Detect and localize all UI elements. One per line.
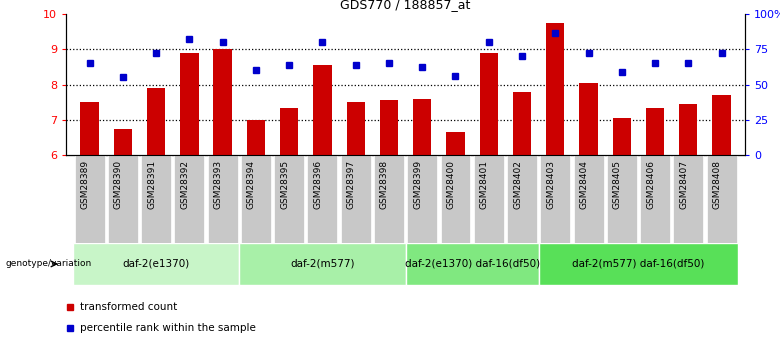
- Text: transformed count: transformed count: [80, 302, 177, 312]
- Bar: [441, 155, 470, 243]
- Text: GSM28404: GSM28404: [580, 160, 589, 208]
- Bar: [275, 155, 304, 243]
- Bar: [413, 99, 431, 155]
- Bar: [507, 155, 537, 243]
- Text: GSM28397: GSM28397: [346, 160, 356, 209]
- Text: GSM28407: GSM28407: [679, 160, 689, 209]
- Text: GSM28393: GSM28393: [214, 160, 222, 209]
- Bar: [646, 108, 665, 155]
- Bar: [573, 155, 604, 243]
- Bar: [407, 155, 438, 243]
- Text: GSM28408: GSM28408: [713, 160, 722, 209]
- Text: GSM28394: GSM28394: [247, 160, 256, 209]
- Text: genotype/variation: genotype/variation: [5, 259, 91, 268]
- Bar: [374, 155, 404, 243]
- Text: GSM28392: GSM28392: [180, 160, 190, 209]
- Bar: [80, 102, 99, 155]
- Bar: [513, 91, 531, 155]
- Bar: [73, 243, 239, 285]
- Text: daf-2(e1370) daf-16(df50): daf-2(e1370) daf-16(df50): [405, 259, 540, 269]
- Text: daf-2(m577) daf-16(df50): daf-2(m577) daf-16(df50): [573, 259, 704, 269]
- Bar: [108, 155, 138, 243]
- Text: GSM28389: GSM28389: [80, 160, 90, 209]
- Bar: [147, 88, 165, 155]
- Text: GSM28390: GSM28390: [114, 160, 123, 209]
- Bar: [612, 118, 631, 155]
- Bar: [640, 155, 670, 243]
- Text: GSM28399: GSM28399: [413, 160, 422, 209]
- Bar: [239, 243, 406, 285]
- Bar: [241, 155, 271, 243]
- Bar: [673, 155, 704, 243]
- Text: percentile rank within the sample: percentile rank within the sample: [80, 323, 256, 333]
- Bar: [207, 155, 238, 243]
- Bar: [406, 243, 539, 285]
- Bar: [175, 155, 204, 243]
- Text: GSM28395: GSM28395: [280, 160, 289, 209]
- Text: GSM28400: GSM28400: [446, 160, 456, 209]
- Text: GSM28401: GSM28401: [480, 160, 489, 209]
- Bar: [712, 95, 731, 155]
- Bar: [541, 155, 570, 243]
- Bar: [679, 104, 697, 155]
- Text: GSM28402: GSM28402: [513, 160, 522, 208]
- Text: GSM28405: GSM28405: [613, 160, 622, 209]
- Bar: [380, 100, 398, 155]
- Text: GSM28403: GSM28403: [546, 160, 555, 209]
- Text: daf-2(m577): daf-2(m577): [290, 259, 355, 269]
- Bar: [307, 155, 338, 243]
- Bar: [214, 49, 232, 155]
- Bar: [473, 155, 504, 243]
- Text: GSM28398: GSM28398: [380, 160, 389, 209]
- Text: GSM28406: GSM28406: [646, 160, 655, 209]
- Bar: [546, 23, 565, 155]
- Bar: [539, 243, 738, 285]
- Bar: [480, 53, 498, 155]
- Bar: [314, 65, 332, 155]
- Bar: [280, 108, 298, 155]
- Bar: [446, 132, 465, 155]
- Bar: [114, 129, 132, 155]
- Bar: [341, 155, 370, 243]
- Bar: [346, 102, 365, 155]
- Title: GDS770 / 188857_at: GDS770 / 188857_at: [340, 0, 471, 11]
- Bar: [180, 53, 199, 155]
- Bar: [580, 83, 597, 155]
- Bar: [607, 155, 636, 243]
- Bar: [141, 155, 171, 243]
- Bar: [75, 155, 105, 243]
- Text: GSM28391: GSM28391: [147, 160, 156, 209]
- Bar: [707, 155, 736, 243]
- Bar: [246, 120, 265, 155]
- Text: daf-2(e1370): daf-2(e1370): [122, 259, 190, 269]
- Text: GSM28396: GSM28396: [314, 160, 322, 209]
